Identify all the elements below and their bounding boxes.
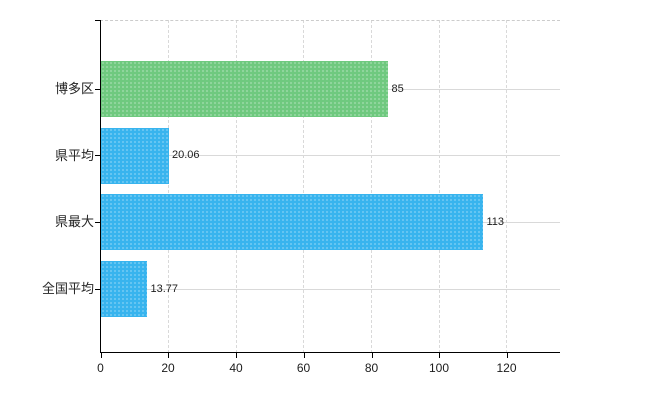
value-label: 113	[486, 215, 505, 228]
x-tick-label: 80	[364, 361, 379, 375]
value-label: 20.06	[172, 149, 200, 161]
x-axis-tick	[506, 353, 508, 358]
bar	[101, 194, 483, 250]
x-axis-tick	[371, 353, 373, 358]
x-tick-label: 40	[229, 361, 243, 375]
y-axis-tick	[95, 288, 100, 290]
y-axis-tick	[95, 88, 100, 90]
y-axis-tick	[95, 20, 100, 21]
category-label: 博多区	[54, 81, 94, 96]
x-gridline	[438, 20, 440, 353]
bar	[101, 261, 147, 317]
x-tick-label: 120	[496, 361, 517, 375]
x-axis-tick	[303, 353, 305, 358]
x-gridline	[167, 20, 169, 353]
x-axis-tick	[236, 353, 237, 358]
category-label: 全国平均	[41, 281, 94, 296]
x-axis-tick	[168, 353, 169, 358]
y-axis-tick	[95, 155, 100, 156]
value-label: 85	[391, 82, 404, 95]
x-gridline	[235, 20, 237, 353]
category-label: 県平均	[54, 147, 94, 163]
y-axis-tick	[95, 221, 100, 223]
x-tick-label: 60	[296, 361, 311, 375]
x-tick-label: 100	[428, 361, 450, 375]
x-gridline	[303, 20, 304, 353]
x-tick-label: 20	[161, 361, 175, 375]
bar	[101, 61, 388, 117]
x-tick-label: 0	[97, 361, 104, 375]
x-axis-tick	[439, 353, 440, 358]
x-axis-tick	[100, 353, 102, 358]
plot-top-border	[100, 20, 560, 21]
value-label: 13.77	[150, 282, 179, 295]
x-axis	[100, 352, 560, 353]
row-gridline	[100, 155, 560, 156]
x-gridline	[371, 20, 372, 353]
y-axis	[100, 20, 101, 353]
x-gridline	[506, 20, 507, 353]
row-gridline	[100, 288, 560, 290]
category-label: 県最大	[54, 214, 94, 229]
bar	[101, 127, 169, 184]
